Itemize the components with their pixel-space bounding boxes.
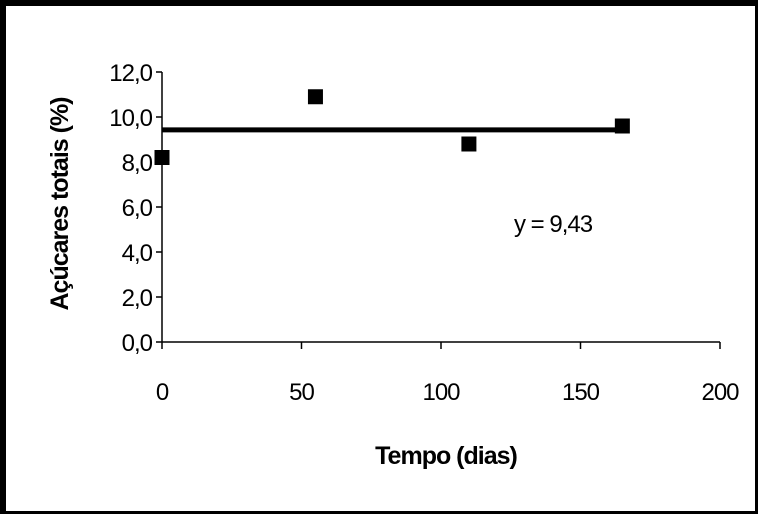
y-axis-title: Açúcares totais (%) xyxy=(46,97,74,311)
data-points xyxy=(154,89,630,165)
y-tick-label: 0,0 xyxy=(122,330,153,357)
axes xyxy=(161,72,720,343)
x-axis-title: Tempo (dias) xyxy=(375,442,517,470)
x-tick-label: 100 xyxy=(422,379,460,406)
y-tick-label: 10,0 xyxy=(109,105,152,132)
y-tick-label: 2,0 xyxy=(122,285,153,312)
x-tick-label: 150 xyxy=(562,379,600,406)
y-tick-label: 12,0 xyxy=(109,60,152,87)
x-tick-label: 0 xyxy=(156,379,169,406)
y-tick-label: 4,0 xyxy=(122,240,153,267)
data-point xyxy=(307,89,323,105)
data-point xyxy=(154,150,170,165)
x-tick-label: 50 xyxy=(289,379,314,406)
data-point xyxy=(614,118,630,134)
equation-annotation: y = 9,43 xyxy=(514,211,593,238)
y-tick-label: 8,0 xyxy=(122,150,153,177)
data-point xyxy=(461,136,477,152)
y-tick-label: 6,0 xyxy=(122,195,153,222)
ticks: 0,0 2,0 4,0 6,0 8,0 10,0 12,0 0 50 100 150 200 xyxy=(109,60,740,406)
x-tick-label: 200 xyxy=(701,379,739,406)
